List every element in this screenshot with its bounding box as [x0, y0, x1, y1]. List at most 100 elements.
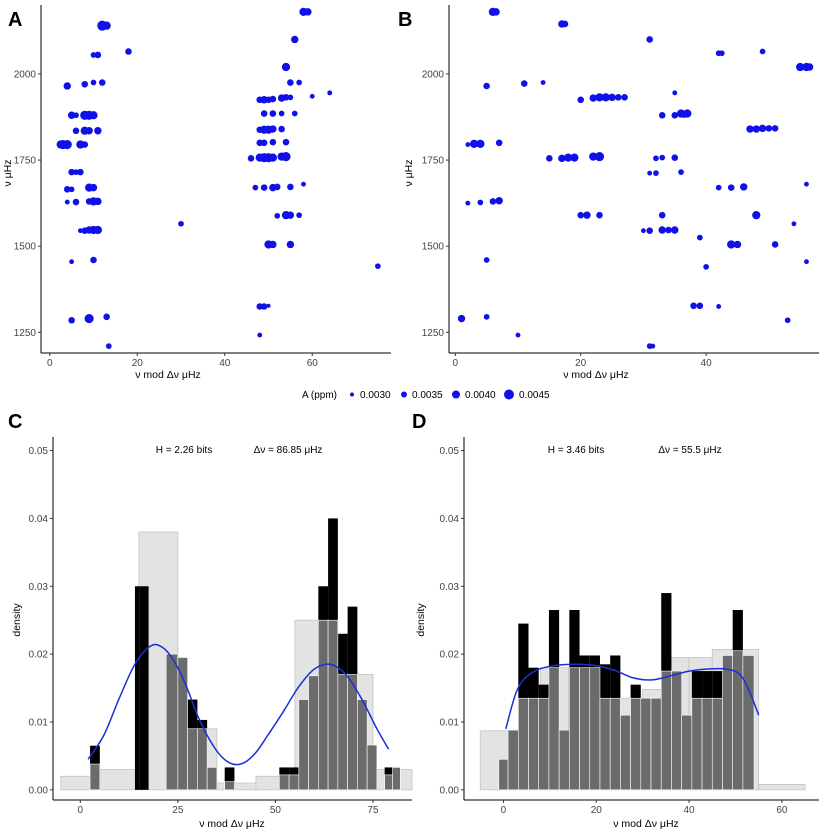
scatter-point [77, 228, 83, 234]
scatter-point [564, 153, 573, 162]
scatter-point [696, 234, 703, 241]
scatter-point [671, 226, 679, 234]
scatter-point [558, 154, 566, 163]
scatter-point [791, 221, 797, 227]
grey-bin [308, 675, 319, 791]
scatter-point [608, 93, 616, 102]
scatter-point [671, 111, 679, 119]
scatter-point [301, 181, 306, 187]
x-tick-label: 40 [684, 805, 696, 816]
scatter-point [540, 80, 546, 85]
grey-bin [89, 763, 101, 791]
scatter-point [56, 140, 65, 149]
panel-a-ylabel: ν μHz [2, 159, 14, 186]
scatter-point [646, 36, 653, 43]
scatter-point [72, 198, 80, 206]
grey-bin [327, 619, 339, 791]
grey-bin [671, 670, 682, 791]
grey-bin [517, 697, 529, 791]
scatter-panel-b: 0 20 40 1250 1500 1750 2000 [422, 5, 819, 369]
scatter-point [269, 125, 277, 133]
scatter-point [105, 343, 112, 349]
x-tick-label: 0 [78, 805, 84, 816]
scatter-point [287, 183, 294, 191]
y-tick-label: 0.03 [440, 582, 460, 593]
scatter-point [291, 35, 299, 44]
scatter-point [658, 211, 666, 219]
scatter-point [489, 198, 497, 205]
x-tick-label: 0 [47, 358, 53, 369]
dark-bin [139, 586, 149, 790]
scatter-point [269, 110, 277, 117]
scatter-point [570, 153, 579, 162]
panel-b-xlabel: ν mod Δν μHz [563, 369, 629, 381]
scatter-point [621, 94, 628, 101]
scatter-panel-a: 0 20 40 60 1250 1500 1750 2000 [14, 5, 391, 369]
grey-bin [569, 667, 580, 791]
grey-bin [177, 657, 188, 791]
scatter-point [658, 226, 666, 234]
scatter-point [703, 264, 709, 270]
scatter-point [77, 168, 84, 176]
panel-label-a: A [8, 9, 22, 31]
scatter-point [89, 183, 98, 192]
scatter-point [269, 240, 277, 249]
legend-label-4: 0.0045 [519, 390, 550, 401]
scatter-point [561, 20, 569, 28]
scatter-point [98, 79, 106, 86]
grey-bin [660, 670, 672, 791]
density-curve [87, 643, 390, 766]
y-tick-label: 0.03 [29, 582, 49, 593]
y-tick-label: 1250 [14, 328, 37, 339]
legend-dot-1 [350, 392, 354, 397]
scatter-point [84, 313, 94, 324]
background-bin [216, 782, 257, 791]
y-tick-label: 0.02 [29, 650, 49, 661]
legend-dot-2 [401, 391, 407, 398]
scatter-point [483, 257, 490, 263]
scatter-point [90, 256, 97, 264]
grey-bin [337, 674, 348, 791]
x-tick-label: 25 [172, 805, 184, 816]
x-tick-label: 20 [591, 805, 603, 816]
scatter-point [495, 139, 503, 147]
grey-bin [609, 697, 621, 791]
scatter-point [727, 184, 735, 191]
scatter-point [257, 332, 263, 338]
panel-d-ylabel: density [415, 603, 427, 637]
scatter-point [476, 139, 485, 148]
grey-bin [288, 774, 300, 791]
scatter-point [671, 154, 679, 161]
scatter-point [63, 82, 71, 90]
y-tick-label: 1750 [422, 156, 445, 167]
scatter-point [69, 259, 75, 265]
grey-bin [206, 767, 218, 791]
scatter-point [282, 138, 290, 146]
scatter-point [658, 111, 666, 119]
panel-b-ylabel: ν μHz [403, 159, 415, 186]
scatter-point [64, 199, 70, 205]
x-tick-label: 0 [501, 805, 507, 816]
scatter-point [758, 124, 767, 133]
panel-label-b: B [398, 9, 412, 31]
legend-dot-3 [452, 390, 460, 399]
scatter-point [68, 186, 75, 193]
scatter-point [125, 48, 132, 55]
legend-label-1: 0.0030 [360, 390, 391, 401]
panel-d-entropy: H = 3.46 bits [548, 445, 604, 456]
scatter-point [659, 154, 666, 161]
grey-bin [366, 744, 378, 791]
scatter-point [716, 304, 722, 309]
scatter-point [94, 127, 102, 135]
dark-bin [134, 586, 140, 790]
scatter-point [596, 211, 603, 219]
grey-bin [224, 781, 235, 791]
scatter-point [765, 125, 773, 132]
scatter-point [260, 184, 268, 191]
density-curve [505, 663, 760, 730]
scatter-point [268, 153, 278, 162]
y-tick-label: 2000 [14, 69, 37, 80]
x-tick-label: 75 [367, 805, 379, 816]
scatter-point [287, 79, 294, 86]
scatter-point [68, 316, 75, 324]
